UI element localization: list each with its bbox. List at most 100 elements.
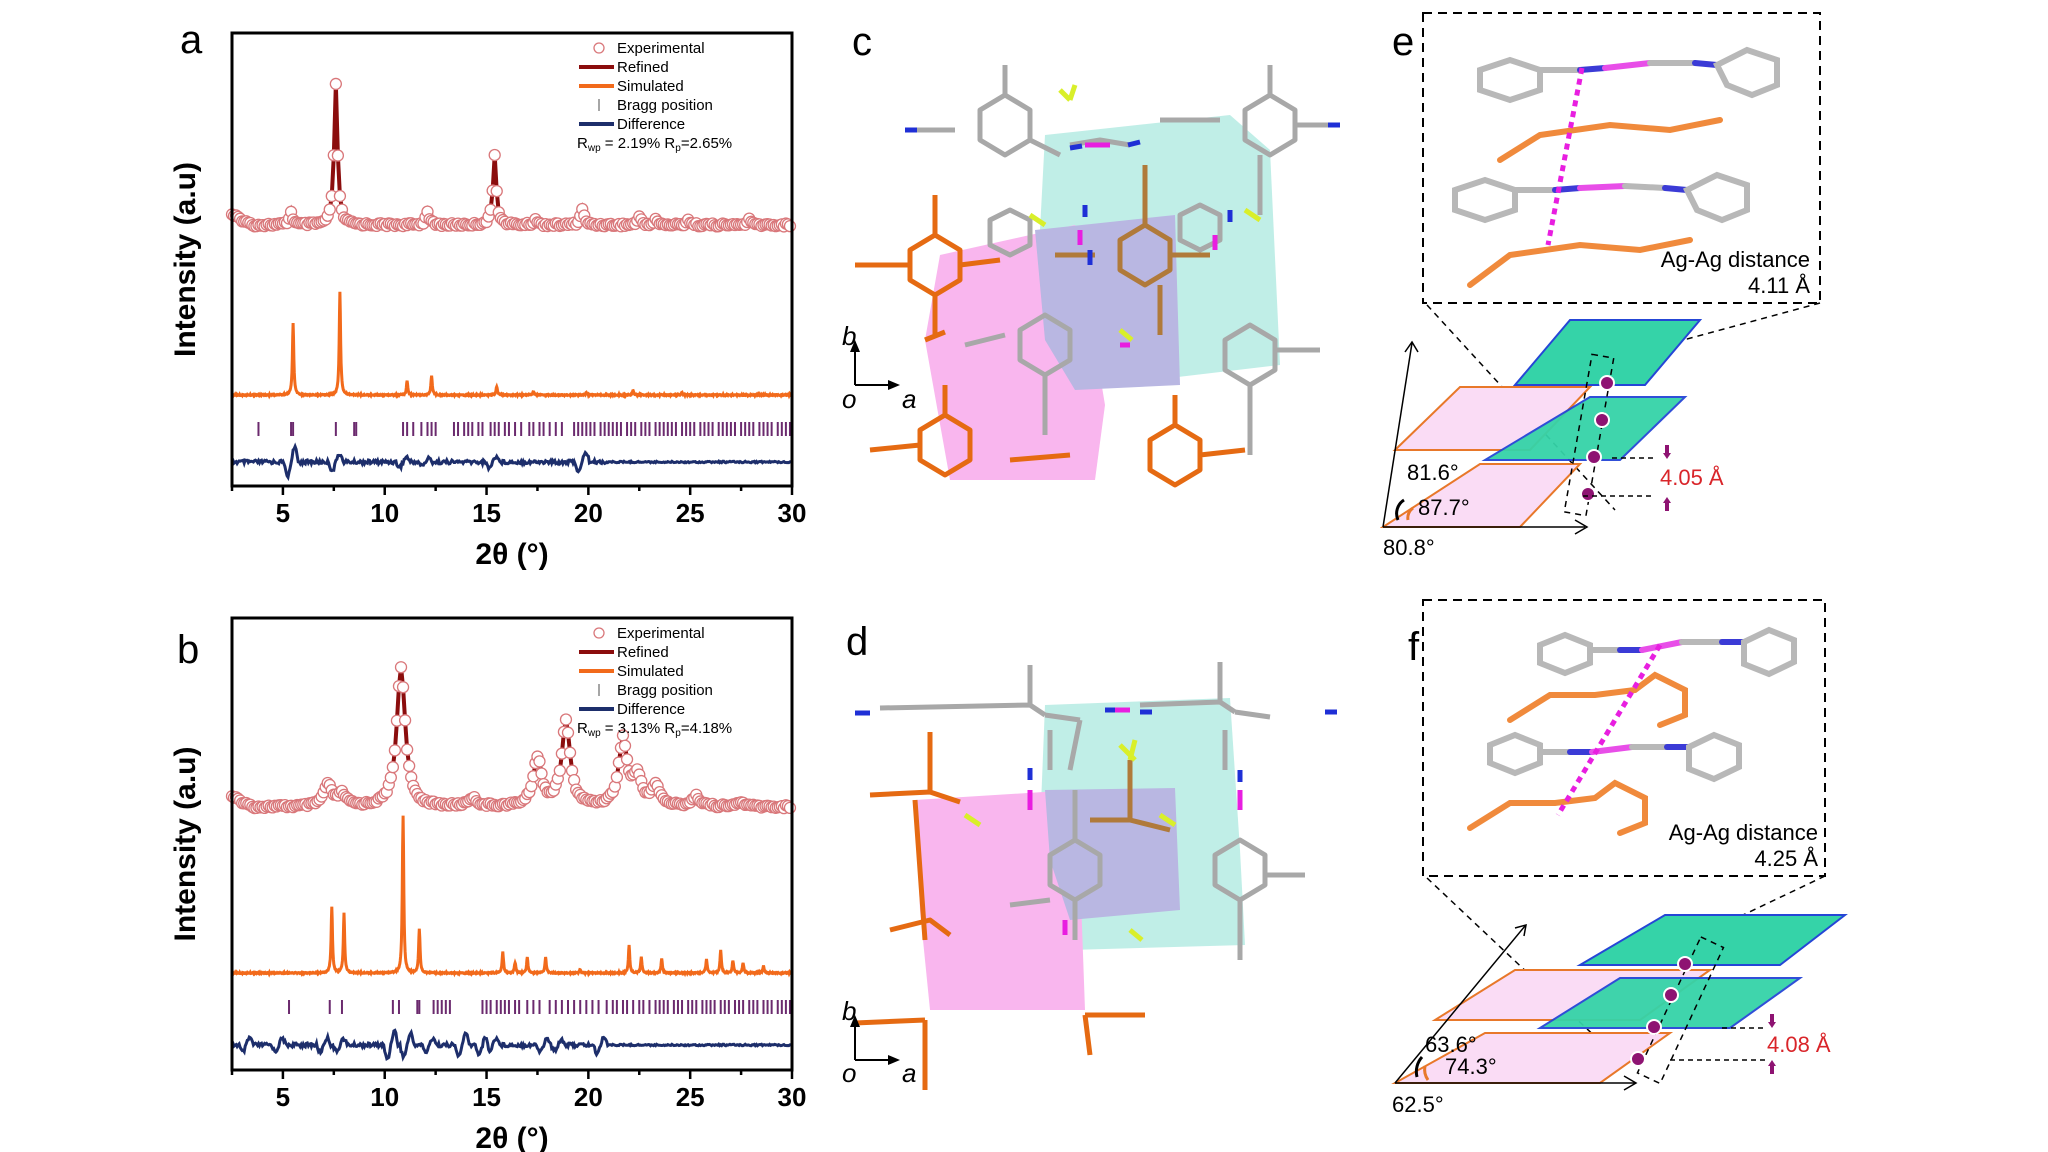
x-tick-label: 15 bbox=[472, 1082, 501, 1112]
inset-f-value: 4.25 Å bbox=[1754, 846, 1818, 871]
brown-framework bbox=[1090, 760, 1171, 833]
legend-item: Bragg position bbox=[598, 97, 713, 114]
orange-framework bbox=[854, 732, 1145, 1090]
experimental-point bbox=[535, 767, 548, 780]
axis-indicator-d: b o a bbox=[842, 996, 916, 1088]
x-tick-label: 25 bbox=[676, 498, 705, 528]
inset-f-molecules bbox=[1467, 626, 1797, 836]
x-tick-label: 30 bbox=[778, 1082, 807, 1112]
interlayer-distance-e: 4.05 Å bbox=[1660, 465, 1724, 490]
xrd-chart-b: Intensity (a.u) 5 10 15 20 25 30 2θ (°) Experime… bbox=[169, 616, 807, 1152]
experimental-point bbox=[396, 681, 410, 694]
legend-item: Difference bbox=[579, 701, 685, 718]
experimental-point bbox=[398, 714, 412, 727]
experimental-point bbox=[333, 189, 347, 203]
panel-label-d: d bbox=[846, 620, 869, 664]
gray-framework bbox=[879, 662, 1305, 960]
legend-label: Refined bbox=[617, 644, 669, 661]
angle-e-2: 87.7° bbox=[1418, 495, 1470, 520]
experimental-point bbox=[490, 184, 503, 198]
plot-frame bbox=[230, 31, 794, 488]
legend-label: Bragg position bbox=[617, 97, 713, 114]
panel-label-b: b bbox=[177, 628, 200, 672]
legend-marker-experimental bbox=[593, 627, 605, 639]
experimental-point bbox=[394, 661, 408, 674]
x-tick-label: 20 bbox=[574, 1082, 603, 1112]
legend-item: Refined bbox=[579, 59, 669, 76]
x-axis-label: 2θ (°) bbox=[475, 538, 548, 571]
green-layer-top bbox=[1576, 914, 1848, 966]
legend-item: Difference bbox=[579, 116, 685, 133]
legend-item: Bragg position bbox=[598, 682, 713, 699]
inset-e-molecules bbox=[1452, 46, 1780, 288]
simulated-line bbox=[230, 291, 794, 400]
panel-label-e: e bbox=[1392, 20, 1415, 64]
interlayer-distance-f: 4.08 Å bbox=[1767, 1032, 1831, 1057]
ag-nodes bbox=[1077, 142, 1218, 348]
green-layer-top bbox=[1512, 319, 1703, 386]
panel-label-f: f bbox=[1408, 625, 1420, 669]
x-tick-label: 15 bbox=[472, 498, 501, 528]
legend-marker-experimental bbox=[593, 42, 605, 54]
x-tick-label: 5 bbox=[276, 1082, 290, 1112]
panel-d-structure: b o a bbox=[842, 662, 1337, 1090]
difference-line bbox=[231, 442, 792, 482]
orange-framework bbox=[855, 195, 1246, 488]
axis-o-label: o bbox=[842, 1058, 856, 1088]
experimental-point bbox=[610, 771, 624, 784]
legend-label: Simulated bbox=[617, 663, 684, 680]
axis-b-label: b bbox=[842, 996, 856, 1026]
legend-label: Bragg position bbox=[617, 682, 713, 699]
x-tick-label: 30 bbox=[778, 498, 807, 528]
ag-ag-contact-f bbox=[1555, 643, 1663, 817]
brown-framework bbox=[1055, 165, 1210, 335]
experimental-point bbox=[488, 148, 501, 162]
experimental-point bbox=[563, 746, 577, 759]
legend-label: Difference bbox=[617, 116, 685, 133]
x-tick-label: 10 bbox=[370, 498, 399, 528]
green-layer-bottom bbox=[1481, 396, 1688, 461]
difference-line bbox=[231, 1028, 792, 1062]
ag-atoms-f bbox=[1630, 956, 1693, 1067]
experimental-point bbox=[553, 764, 567, 777]
experimental-point bbox=[331, 149, 345, 162]
bf4-anions bbox=[963, 739, 1177, 942]
legend-label: Difference bbox=[617, 701, 685, 718]
experimental-point bbox=[618, 739, 632, 752]
x-tick-label: 10 bbox=[370, 1082, 399, 1112]
angle-e-3: 80.8° bbox=[1383, 535, 1435, 560]
experimental-point bbox=[323, 203, 336, 216]
r-factors: Rwp = 3.13% Rp=4.18% bbox=[577, 720, 732, 739]
experimental-point bbox=[783, 801, 797, 815]
experimental-point bbox=[329, 77, 343, 91]
legend-item: Simulated bbox=[579, 78, 684, 95]
experimental-point bbox=[533, 755, 546, 768]
panel-label-a: a bbox=[180, 18, 203, 62]
axis-indicator-c: b o a bbox=[842, 321, 916, 414]
axis-a-label: a bbox=[902, 1058, 916, 1088]
angle-f-3: 62.5° bbox=[1392, 1092, 1444, 1117]
experimental-point bbox=[384, 771, 397, 784]
experimental-point bbox=[400, 743, 414, 756]
panel-e: Ag-Ag distance 4.11 Å 4.05 Å 81.6° 87.7°… bbox=[1380, 12, 1821, 560]
panel-label-c: c bbox=[852, 20, 872, 64]
experimental-point bbox=[561, 726, 575, 739]
angle-f-1: 63.6° bbox=[1425, 1032, 1477, 1057]
n-atoms bbox=[905, 122, 1340, 265]
pink-cell bbox=[915, 790, 1085, 1010]
experimental-point bbox=[525, 780, 538, 793]
x-axis-label: 2θ (°) bbox=[475, 1122, 548, 1152]
inset-f-title: Ag-Ag distance bbox=[1669, 820, 1818, 845]
x-tick-label: 25 bbox=[676, 1082, 705, 1112]
x-tick-label: 20 bbox=[574, 498, 603, 528]
y-axis-label: Intensity (a.u) bbox=[169, 162, 202, 357]
r-factors: Rwp = 2.19% Rp=2.65% bbox=[577, 135, 732, 154]
panel-c-structure: b o a bbox=[842, 65, 1340, 488]
legend-label: Experimental bbox=[617, 625, 705, 642]
plot-frame bbox=[230, 616, 794, 1072]
ag-ag-contact-e bbox=[1545, 67, 1585, 246]
experimental-point bbox=[620, 753, 634, 766]
legend-label: Refined bbox=[617, 59, 669, 76]
gray-framework bbox=[915, 65, 1335, 455]
y-axis-label: Intensity (a.u) bbox=[169, 746, 202, 941]
